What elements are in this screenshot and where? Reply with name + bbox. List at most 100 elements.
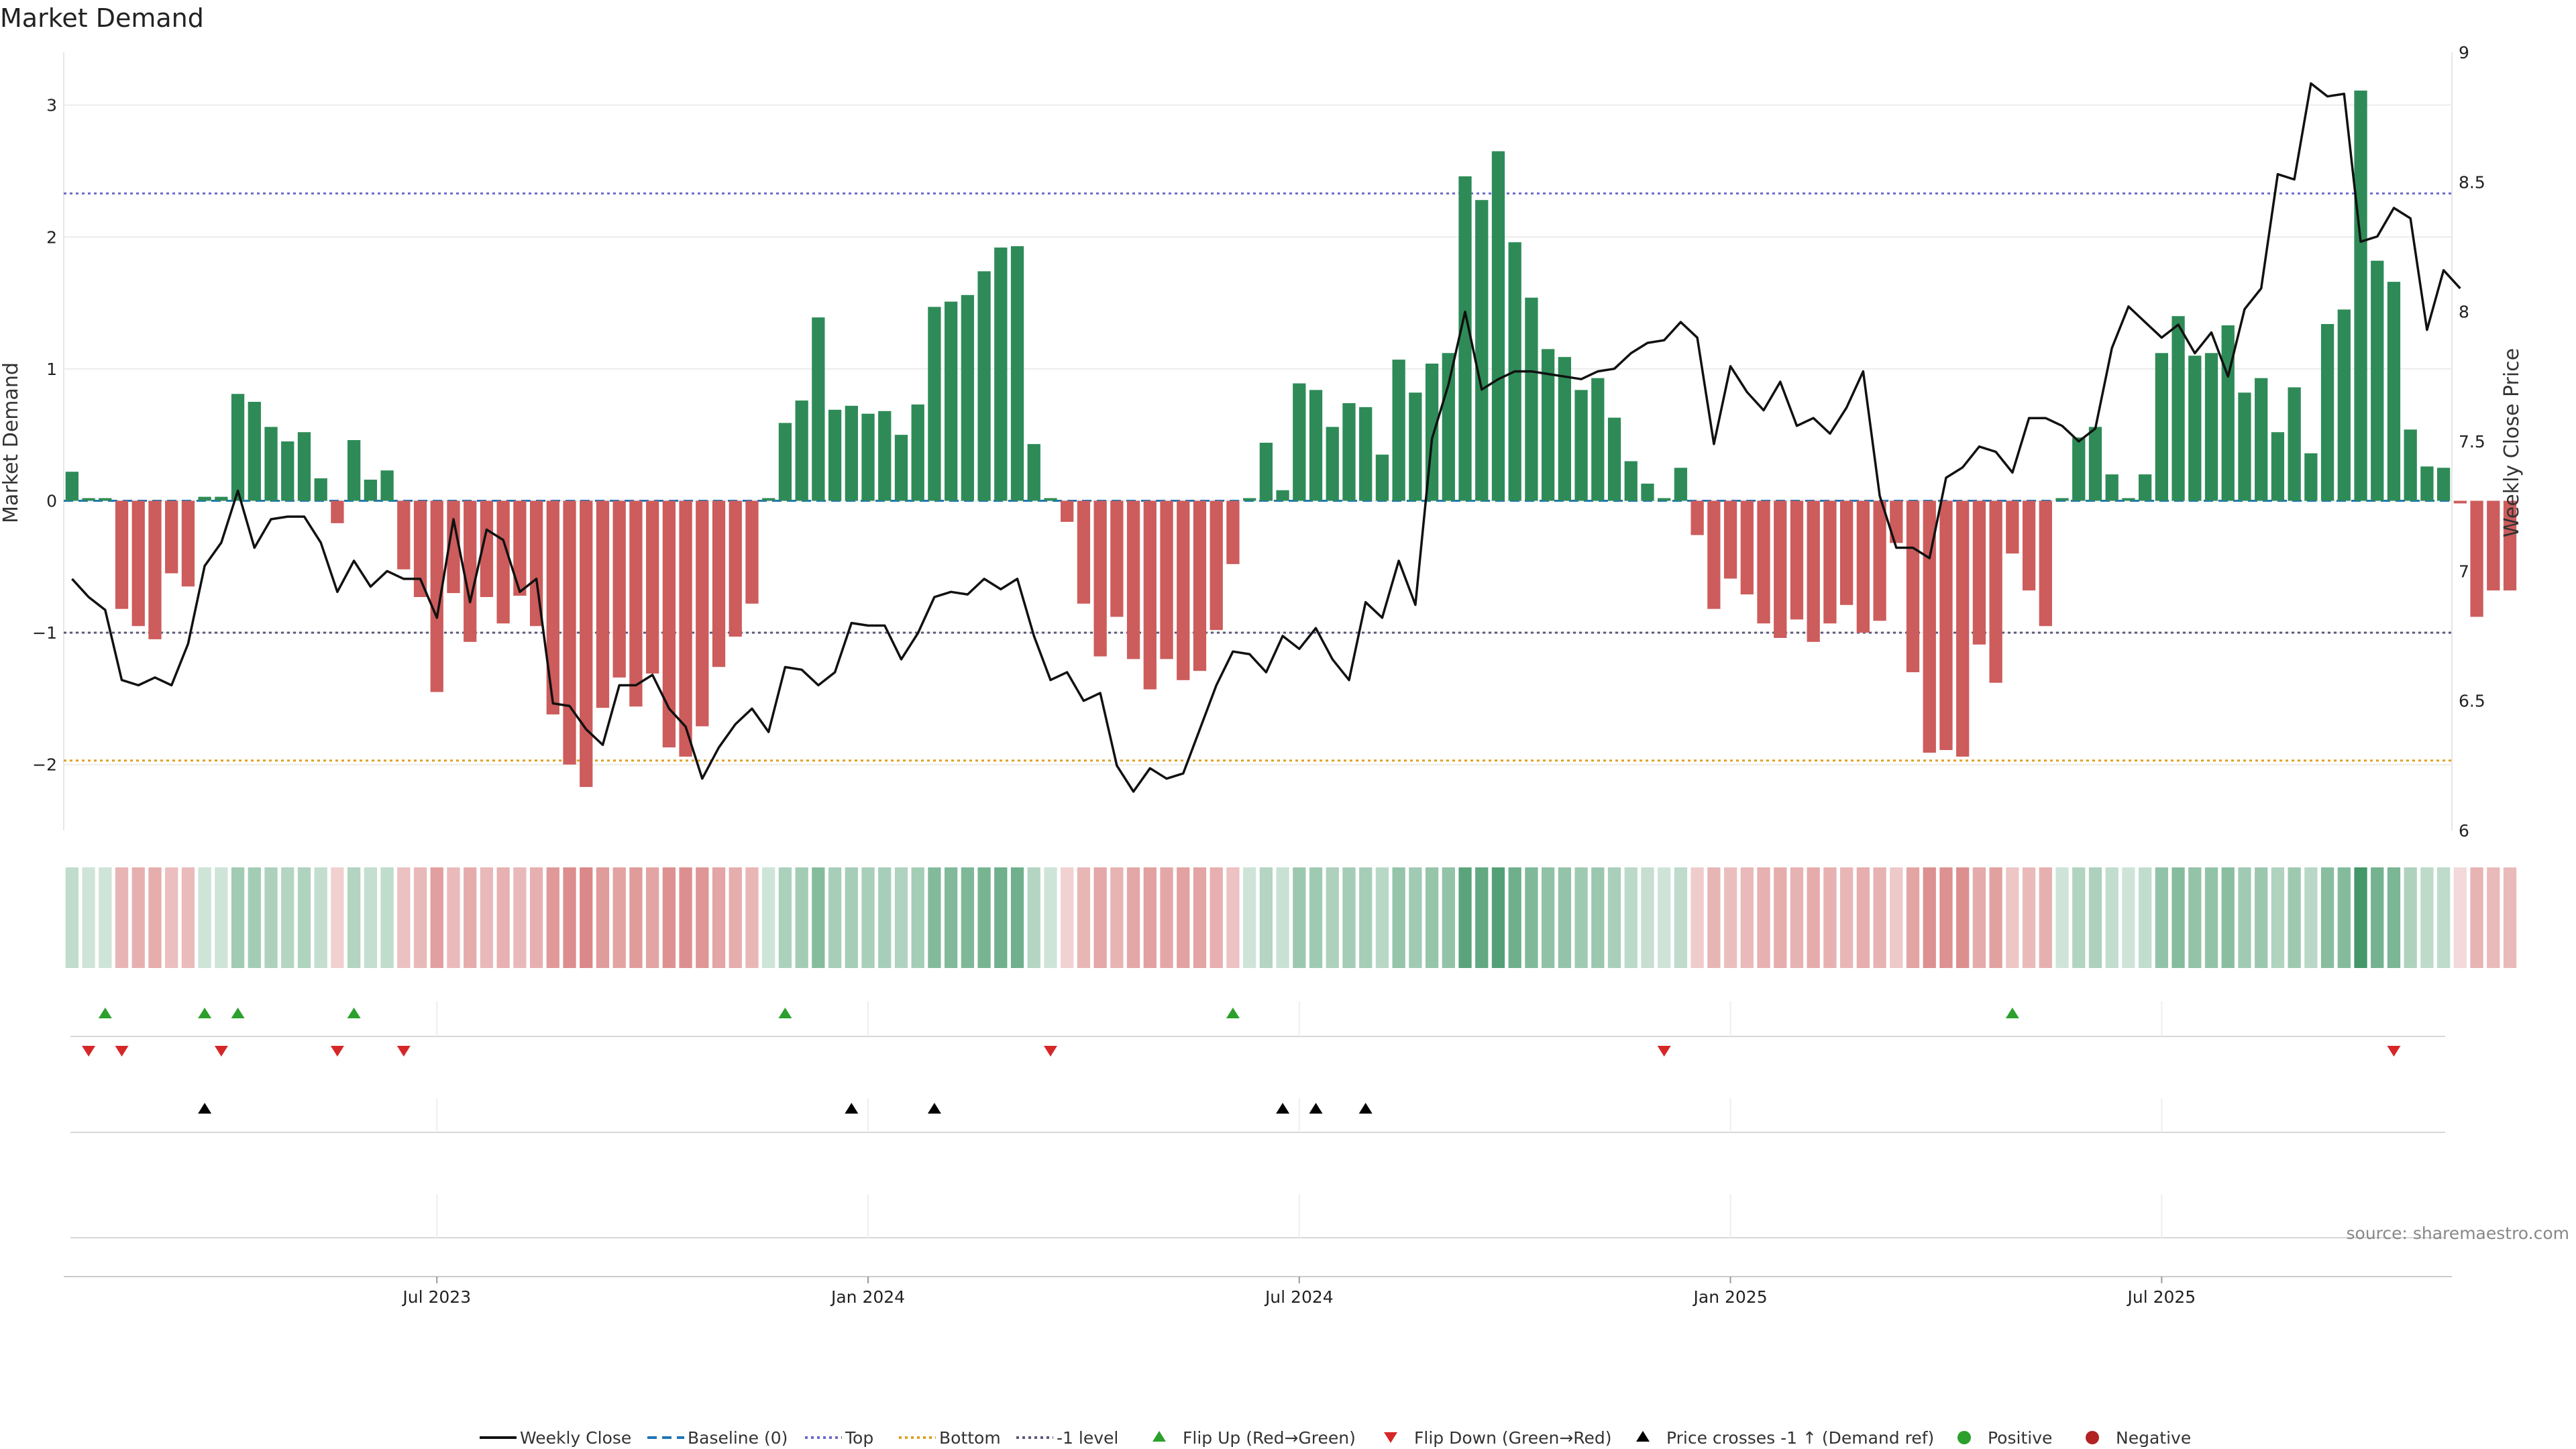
demand-bar-negative (397, 500, 411, 570)
price-cross-marker (927, 1103, 941, 1114)
demand-bar-negative (1757, 500, 1770, 624)
heat-cell (1873, 867, 1886, 968)
flip-up-marker (347, 1008, 361, 1018)
heat-cell (2105, 867, 2118, 968)
flip-up-marker (778, 1008, 792, 1018)
x-tick-label: Jan 2025 (1693, 1287, 1768, 1307)
demand-bar-positive (2088, 427, 2102, 501)
heat-cell (264, 867, 278, 968)
heat-cell (2022, 867, 2036, 968)
demand-bar-positive (314, 478, 327, 501)
heat-cell (1757, 867, 1770, 968)
heat-cell (1342, 867, 1356, 968)
demand-bar-positive (1309, 390, 1323, 501)
demand-bar-positive (2371, 260, 2384, 501)
heat-cell (563, 867, 576, 968)
heat-cell (248, 867, 261, 968)
heat-cell (529, 867, 543, 968)
flip-down-marker (115, 1046, 129, 1057)
demand-bar-positive (2188, 356, 2202, 501)
demand-bar-negative (1823, 500, 1837, 624)
demand-bar-positive (1027, 443, 1040, 501)
heat-cell (2470, 867, 2483, 968)
heat-cell (1690, 867, 1704, 968)
heat-cell (131, 867, 145, 968)
heat-cell (198, 867, 211, 968)
price-cross-marker (1309, 1103, 1323, 1114)
heat-cell (65, 867, 79, 968)
heat-cell (1707, 867, 1721, 968)
demand-bar-positive (248, 402, 261, 501)
heat-cell (1242, 867, 1256, 968)
legend-item-flip-down: Flip Down (Green→Red) (1384, 1428, 1612, 1448)
heat-cell (2404, 867, 2417, 968)
heat-cell (181, 867, 195, 968)
left-tick-label: 0 (46, 491, 57, 511)
legend-swatch-price-cross (1636, 1431, 1650, 1442)
heat-cell (795, 867, 808, 968)
demand-bar-positive (2420, 466, 2434, 501)
legend-item-flip-up: Flip Up (Red→Green) (1152, 1428, 1356, 1448)
heat-cell (430, 867, 443, 968)
heat-cell (961, 867, 975, 968)
demand-bar-negative (1110, 500, 1124, 617)
heat-cell (629, 867, 643, 968)
heat-cell (2188, 867, 2202, 968)
demand-bar-positive (2055, 498, 2069, 501)
flip-up-marker (98, 1008, 112, 1018)
demand-bar-positive (911, 404, 924, 501)
legend-item-weekly-close: Weekly Close (480, 1428, 631, 1448)
legend-item-top: Top (805, 1428, 873, 1448)
demand-bar-positive (1458, 176, 1472, 501)
heat-cell (1193, 867, 1207, 968)
heat-cell (1740, 867, 1754, 968)
heat-cell (944, 867, 958, 968)
demand-bar-negative (679, 500, 692, 757)
demand-bar-positive (2436, 468, 2451, 501)
legend-label: Price crosses -1 ↑ (Demand ref) (1666, 1428, 1934, 1448)
demand-bar-positive (264, 427, 278, 501)
heat-cell (231, 867, 245, 968)
heat-cell (645, 867, 659, 968)
heat-cell (1624, 867, 1638, 968)
demand-bar-positive (1010, 246, 1024, 501)
demand-bar-positive (198, 496, 211, 501)
demand-bar-positive (1475, 200, 1489, 501)
demand-bar-negative (464, 500, 477, 642)
heat-cell (1458, 867, 1472, 968)
heat-cell (928, 867, 941, 968)
demand-bar-negative (447, 500, 460, 594)
heat-cell (1475, 867, 1489, 968)
legend-swatch-flip-down (1384, 1432, 1397, 1443)
flip-down-marker (330, 1046, 344, 1057)
demand-bar-negative (1077, 500, 1091, 604)
demand-bar-negative (165, 500, 178, 574)
demand-bar-positive (1541, 349, 1555, 501)
demand-bar-negative (2022, 500, 2036, 591)
demand-bar-negative (1906, 500, 1920, 673)
demand-bar-positive (1607, 417, 1621, 501)
demand-bar-positive (928, 307, 941, 501)
demand-bar-positive (215, 496, 228, 501)
legend-item-minus-one: -1 level (1016, 1428, 1118, 1448)
heat-cell (2320, 867, 2334, 968)
heat-cell (1823, 867, 1837, 968)
heat-cell (1027, 867, 1040, 968)
heat-cell (2304, 867, 2318, 968)
heat-cell (745, 867, 759, 968)
demand-bar-positive (1558, 357, 1572, 501)
demand-bar-positive (1409, 392, 1422, 501)
heat-cell (82, 867, 95, 968)
flip-up-marker (2005, 1008, 2019, 1018)
right-tick-label: 6 (2459, 821, 2469, 841)
legend-swatch-negative (2086, 1431, 2099, 1444)
heat-cell (1276, 867, 1289, 968)
demand-bar-negative (729, 500, 742, 637)
heat-cell (1574, 867, 1588, 968)
heat-cell (1508, 867, 1521, 968)
demand-bar-positive (977, 271, 991, 501)
heat-cell (679, 867, 692, 968)
demand-bar-positive (1392, 360, 1405, 501)
heat-cell (413, 867, 427, 968)
heat-cell (2055, 867, 2069, 968)
